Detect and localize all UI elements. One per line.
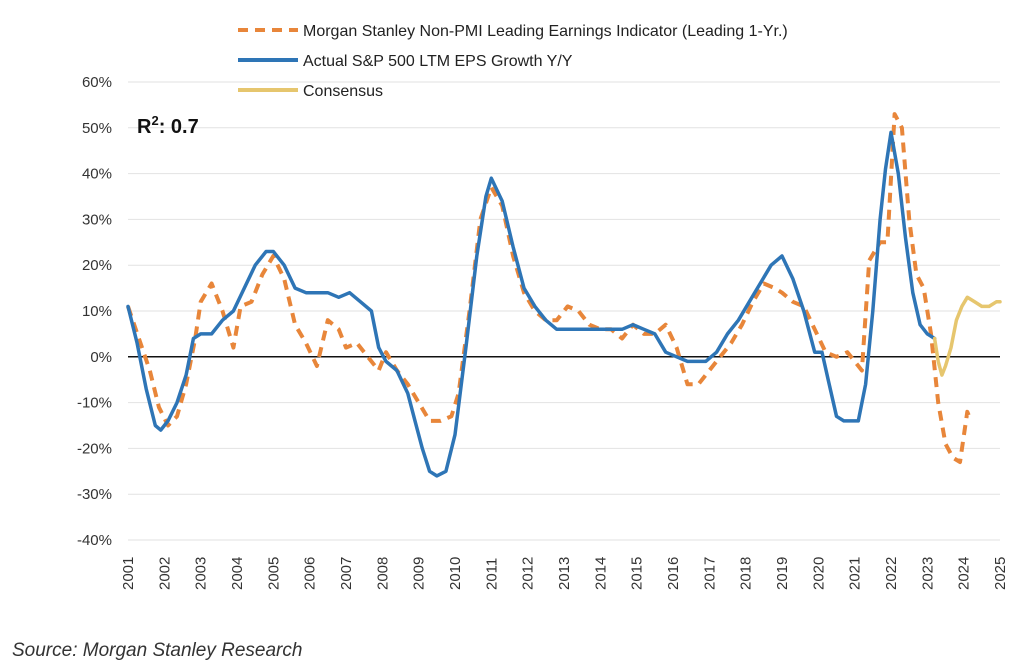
r-squared-symbol: R bbox=[137, 116, 152, 138]
r-squared-value: : 0.7 bbox=[159, 116, 199, 138]
x-tick-label: 2024 bbox=[956, 557, 973, 590]
y-tick-label: -40% bbox=[77, 532, 112, 549]
y-tick-label: 20% bbox=[82, 257, 112, 274]
x-tick-label: 2013 bbox=[556, 557, 573, 590]
x-tick-label: 2006 bbox=[302, 557, 319, 590]
y-tick-label: 10% bbox=[82, 303, 112, 320]
x-tick-label: 2023 bbox=[919, 557, 936, 590]
gridlines bbox=[128, 81, 1000, 541]
actual-eps-line bbox=[126, 130, 937, 478]
leading-indicator-line bbox=[126, 112, 973, 465]
x-tick-label: 2003 bbox=[193, 557, 210, 590]
x-tick-label: 2008 bbox=[374, 557, 391, 590]
series-layer bbox=[126, 112, 1002, 478]
x-tick-label: 2009 bbox=[411, 557, 428, 590]
x-tick-label: 2014 bbox=[592, 557, 609, 590]
source-note: Source: Morgan Stanley Research bbox=[12, 640, 303, 661]
y-tick-label: -20% bbox=[77, 440, 112, 457]
chart-area: 60% 50% 40% 30% 20% 10% 0% -10% -20% -30% -40% 200… bbox=[77, 23, 1009, 590]
x-tick-label: 2004 bbox=[229, 557, 246, 590]
y-tick-label: -30% bbox=[77, 486, 112, 503]
legend-label-consensus: Consensus bbox=[303, 83, 383, 100]
x-axis-ticks: 2001 2002 2003 2004 2005 2006 2007 2008 2009 2010… bbox=[120, 557, 1009, 590]
x-tick-label: 2010 bbox=[447, 557, 464, 590]
y-tick-label: -10% bbox=[77, 395, 112, 412]
x-tick-label: 2017 bbox=[701, 557, 718, 590]
x-tick-label: 2016 bbox=[665, 557, 682, 590]
y-axis-ticks: 60% 50% 40% 30% 20% 10% 0% -10% -20% -30% -40% bbox=[77, 74, 112, 549]
x-tick-label: 2012 bbox=[520, 557, 537, 590]
x-tick-label: 2011 bbox=[483, 558, 500, 590]
x-tick-label: 2019 bbox=[774, 557, 791, 590]
consensus-line bbox=[932, 295, 1002, 377]
y-tick-label: 30% bbox=[82, 211, 112, 228]
x-tick-label: 2007 bbox=[338, 557, 355, 590]
y-tick-label: 50% bbox=[82, 120, 112, 137]
x-tick-label: 2005 bbox=[265, 557, 282, 590]
r-squared-annotation: R2: 0.7 bbox=[137, 113, 199, 138]
x-tick-label: 2021 bbox=[847, 557, 864, 590]
y-tick-label: 40% bbox=[82, 166, 112, 183]
x-tick-label: 2022 bbox=[883, 557, 900, 590]
y-tick-label: 0% bbox=[90, 349, 112, 366]
x-tick-label: 2025 bbox=[992, 557, 1009, 590]
legend-label-leading-indicator: Morgan Stanley Non-PMI Leading Earnings … bbox=[303, 23, 788, 40]
y-tick-label: 60% bbox=[82, 74, 112, 91]
x-tick-label: 2018 bbox=[738, 557, 755, 590]
r-squared-superscript: 2 bbox=[151, 113, 158, 128]
legend-label-actual-eps: Actual S&P 500 LTM EPS Growth Y/Y bbox=[303, 53, 573, 70]
x-tick-label: 2002 bbox=[156, 557, 173, 590]
legend: Morgan Stanley Non-PMI Leading Earnings … bbox=[238, 23, 788, 100]
x-tick-label: 2001 bbox=[120, 557, 137, 590]
x-tick-label: 2020 bbox=[810, 557, 827, 590]
x-tick-label: 2015 bbox=[629, 557, 646, 590]
